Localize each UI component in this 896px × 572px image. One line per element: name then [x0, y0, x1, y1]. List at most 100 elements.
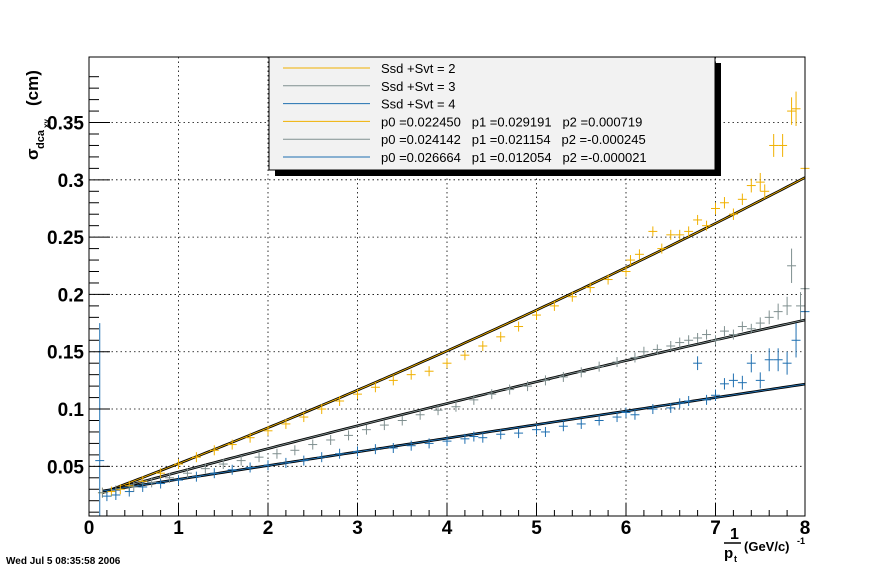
- data-point: [290, 445, 300, 456]
- data-point: [666, 229, 676, 240]
- data-point: [567, 291, 577, 302]
- data-point: [532, 310, 541, 321]
- data-point: [719, 326, 729, 337]
- data-point: [764, 310, 774, 325]
- data-point: [111, 489, 121, 500]
- data-point: [227, 464, 237, 475]
- data-point: [478, 341, 488, 352]
- data-point: [621, 407, 631, 418]
- x-tick-label: 8: [800, 518, 811, 539]
- data-point: [415, 409, 425, 420]
- data-point: [693, 332, 703, 343]
- x-tick-label: 3: [352, 518, 363, 539]
- data-point: [755, 172, 765, 192]
- data-point: [675, 229, 685, 240]
- data-point: [778, 133, 788, 157]
- data-point: [317, 452, 327, 463]
- data-point: [540, 426, 550, 437]
- data-point: [693, 214, 703, 225]
- x-tick-label: 7: [710, 518, 721, 539]
- legend-entry: p0 =0.022450 p1 =0.029191 p2 =0.000719: [381, 114, 642, 129]
- data-point: [514, 428, 524, 439]
- data-point: [737, 375, 747, 390]
- data-point: [549, 300, 559, 311]
- data-point: [174, 475, 183, 486]
- data-point: [469, 394, 479, 405]
- data-point: [335, 396, 345, 407]
- data-point: [782, 351, 792, 375]
- data-point: [174, 459, 183, 470]
- data-point: [209, 445, 219, 456]
- data-point: [308, 439, 318, 450]
- data-point: [612, 412, 622, 423]
- data-point: [460, 433, 470, 444]
- data-point: [138, 481, 148, 492]
- data-point: [630, 352, 640, 363]
- data-point: [769, 133, 779, 157]
- legend: Ssd +Svt = 2 Ssd +Svt = 3 Ssd +Svt = 4 p0 =…: [268, 56, 721, 176]
- data-point: [218, 459, 228, 470]
- data-point: [652, 344, 662, 355]
- svg-text:(cm): (cm): [23, 70, 42, 106]
- svg-text:t: t: [734, 554, 737, 564]
- data-point: [236, 455, 246, 466]
- data-point: [191, 452, 201, 463]
- data-point: [648, 404, 658, 415]
- legend-entry: Ssd +Svt = 3: [381, 79, 455, 94]
- data-point: [317, 404, 327, 415]
- data-point: [702, 329, 712, 340]
- data-point: [719, 197, 729, 209]
- data-point: [702, 394, 712, 405]
- data-point: [424, 438, 434, 449]
- data-point: [711, 389, 720, 402]
- data-point: [388, 375, 398, 386]
- data-point: [388, 442, 398, 453]
- data-point: [558, 371, 568, 382]
- data-point: [156, 468, 166, 479]
- data-point: [684, 396, 694, 407]
- data-point: [397, 415, 407, 426]
- data-point: [299, 455, 309, 466]
- data-point: [791, 323, 801, 358]
- data-point: [639, 346, 649, 357]
- data-point: [370, 382, 380, 393]
- data-point: [406, 369, 416, 380]
- y-tick-label: 0.1: [58, 400, 85, 421]
- data-point: [648, 226, 658, 237]
- data-point: [281, 418, 291, 429]
- data-point: [182, 468, 192, 479]
- data-point: [728, 329, 738, 340]
- data-point: [496, 331, 506, 342]
- data-point: [200, 463, 210, 474]
- data-point: [666, 341, 676, 352]
- data-point: [746, 354, 756, 373]
- legend-entry: p0 =0.026664 p1 =0.012054 p2 =-0.000021: [381, 150, 647, 165]
- x-tick-label: 5: [531, 518, 542, 539]
- data-point: [95, 323, 105, 516]
- data-point: [791, 91, 801, 126]
- data-points: [95, 91, 810, 516]
- data-point: [728, 373, 738, 388]
- data-point: [124, 486, 134, 497]
- y-tick-label: 0.05: [47, 457, 84, 478]
- data-point: [156, 478, 166, 489]
- x-tick-label: 1: [173, 518, 184, 539]
- data-point: [621, 266, 631, 277]
- data-point: [782, 296, 792, 316]
- data-point: [344, 430, 354, 441]
- data-point: [576, 367, 586, 378]
- data-point: [326, 434, 336, 445]
- tick-labels: 0 1 2 3 4 5 6 7 8 0.05 0.1 0.15 0.2 0.25 0.3 0.35: [47, 114, 810, 539]
- svg-text:σ: σ: [23, 148, 42, 160]
- data-point: [702, 220, 712, 231]
- data-point: [191, 471, 201, 482]
- data-point: [626, 255, 635, 266]
- data-point: [719, 378, 729, 390]
- data-point: [514, 321, 524, 332]
- data-point: [272, 448, 282, 459]
- data-point: [634, 249, 644, 260]
- data-point: [540, 375, 550, 386]
- data-point: [478, 432, 488, 443]
- data-point: [209, 468, 219, 479]
- data-point: [129, 481, 139, 492]
